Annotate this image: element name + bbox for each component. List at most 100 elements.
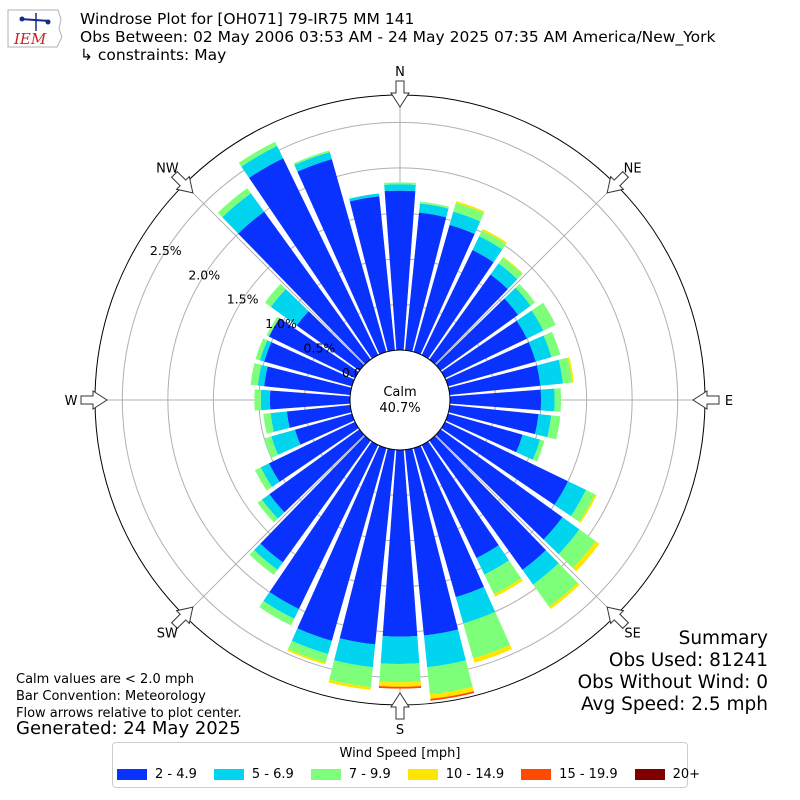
wind-bar-segment (269, 390, 351, 410)
wind-bar-segment (484, 560, 522, 595)
wind-bar-segment (429, 686, 474, 699)
wind-bar-segment (264, 366, 352, 395)
calm-circle: Calm 40.7% (349, 349, 451, 451)
wind-bar-segment (498, 257, 523, 280)
legend-swatch (213, 769, 244, 780)
legend-item: 10 - 14.9 (407, 767, 504, 782)
grid-spoke (435, 183, 617, 365)
wind-bar-segment (421, 250, 494, 359)
wind-bar-segment (259, 340, 272, 362)
wind-bar-segment (287, 649, 326, 665)
wind-bar-segment (250, 363, 262, 386)
flow-arrow-icon (170, 606, 194, 630)
legend-item: 7 - 9.9 (310, 767, 391, 782)
wind-bar-segment (384, 182, 416, 185)
wind-bar-segment (515, 283, 536, 306)
radial-tick-label: 2.5% (150, 243, 182, 258)
grid-spoke (435, 435, 617, 617)
wind-bar-segment (441, 320, 528, 379)
wind-bar-segment (430, 691, 475, 701)
wind-bar-segment (522, 550, 559, 585)
compass-label: SW (157, 627, 178, 642)
wind-bar-segment (579, 494, 597, 523)
legend-label: 5 - 6.9 (251, 767, 294, 782)
calm-value: 40.7% (379, 401, 420, 416)
wind-bar-segment (266, 316, 280, 337)
legend-swatch (407, 769, 438, 780)
wind-bar-segment (257, 364, 268, 387)
legend-swatch (117, 769, 147, 780)
wind-bar-segment (516, 434, 541, 460)
compass-labels: N NE E SE S SW W NW (65, 65, 734, 738)
wind-bar-segment (413, 224, 475, 355)
wind-bar-segment (379, 663, 421, 683)
wind-bar-segment (268, 421, 359, 482)
wind-bar-segment (534, 414, 552, 438)
note-calm: Calm values are < 2.0 mph (16, 672, 195, 687)
wind-bar-segment (445, 342, 536, 387)
legend-label: 2 - 4.9 (155, 767, 197, 782)
wind-bar-segment (427, 660, 473, 695)
wind-bar-segment (429, 435, 546, 570)
wind-bar-segment (531, 302, 556, 331)
flow-arrow-icon (80, 390, 108, 410)
wind-bar-segment (532, 439, 545, 462)
wind-bar-segment (238, 211, 371, 365)
legend-swatch (310, 769, 341, 780)
wind-bar-segment (405, 448, 459, 636)
wind-bar-segment (269, 441, 379, 610)
wind-bar-segment (482, 228, 507, 245)
wind-bar-segment (441, 421, 569, 505)
flow-arrows (80, 80, 720, 720)
wind-bar-segment (260, 389, 271, 411)
flow-arrow-icon (606, 170, 630, 194)
wind-bar-segment (294, 413, 355, 445)
compass-label: SE (624, 627, 640, 642)
wind-bar-segment (490, 263, 518, 290)
legend-label: 15 - 19.9 (559, 767, 618, 782)
wind-bar-segment (473, 644, 512, 663)
summary-obs-without-wind: Obs Without Wind: 0 (577, 672, 768, 693)
chart-subtitle-period: Obs Between: 02 May 2006 03:53 AM - 24 M… (80, 28, 716, 46)
wind-bar-segment (269, 429, 365, 513)
legend-swatch (521, 769, 552, 780)
flow-arrow-icon (170, 170, 194, 194)
wind-bar-segment (421, 441, 499, 559)
wind-bar-segment (271, 429, 301, 455)
wind-bar-segment (419, 203, 449, 218)
legend-label: 20+ (672, 767, 701, 782)
wind-bar-segment (413, 445, 484, 598)
chart-title: Windrose Plot for [OH071] 79-IR75 MM 141 (80, 10, 415, 28)
wind-bar-segment (297, 445, 387, 641)
wind-bar-segment (448, 365, 541, 395)
wind-bar-segment (288, 640, 329, 663)
wind-bar-segment (554, 481, 587, 517)
wind-bar-segment (493, 578, 523, 597)
compass-label: S (396, 723, 404, 738)
wind-bar-segment (378, 681, 422, 687)
wind-bar-segment (260, 435, 371, 563)
wind-bar-segment (570, 489, 596, 522)
grid-spoke (183, 183, 365, 365)
wind-bar-segment (297, 159, 387, 355)
summary-obs-used: Obs Used: 81241 (608, 650, 768, 671)
wind-bar-segment (516, 310, 544, 339)
flow-arrow-icon (692, 390, 720, 410)
legend-label: 7 - 9.9 (348, 767, 391, 782)
wind-bar-segment (476, 545, 509, 575)
summary-block: Summary Obs Used: 81241 Obs Without Wind… (578, 628, 768, 716)
chart-title-block: Windrose Plot for [OH071] 79-IR75 MM 141… (80, 10, 715, 64)
legend-item: 20+ (634, 767, 701, 782)
wind-bar-segment (294, 152, 332, 172)
wind-bar-segment (264, 342, 355, 387)
wind-bar-segment (293, 150, 330, 165)
grid-spoke (183, 435, 365, 617)
wind-bar-segment (554, 388, 562, 412)
wind-bar-segment (270, 411, 290, 432)
compass-label: N (395, 65, 405, 80)
wind-bar-segment (572, 541, 600, 572)
wind-bar-segment (255, 338, 268, 361)
wind-bar-segment (435, 429, 563, 540)
summary-avg-speed: Avg Speed: 2.5 mph (580, 694, 768, 715)
